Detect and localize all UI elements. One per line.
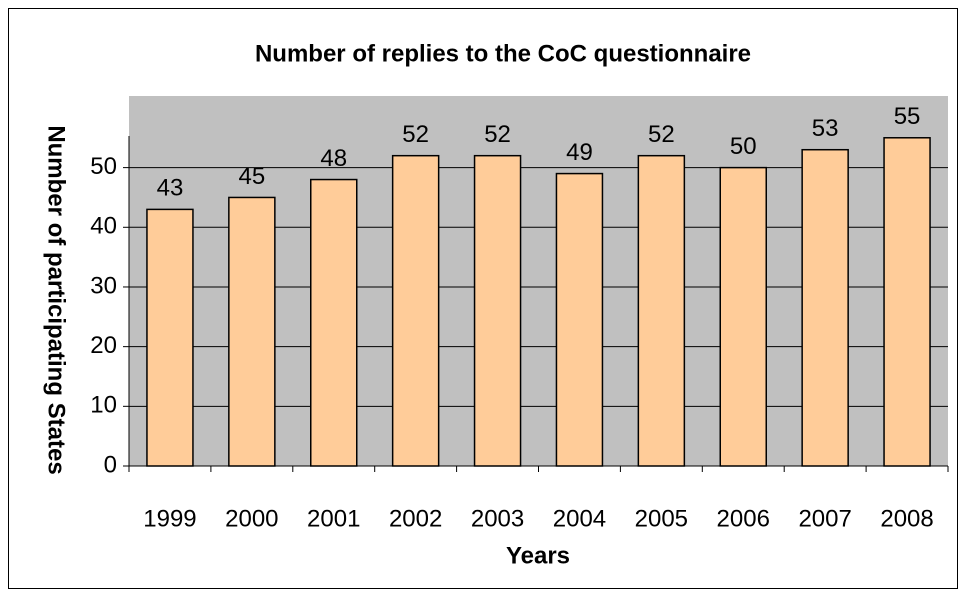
value-label: 53 xyxy=(812,115,839,142)
bar xyxy=(555,172,604,467)
x-tick-label: 2001 xyxy=(307,505,360,532)
x-tick-label: 2003 xyxy=(471,505,524,532)
value-label: 43 xyxy=(157,175,184,202)
x-tick-label: 2005 xyxy=(635,505,688,532)
x-tick-label: 2000 xyxy=(225,505,278,532)
value-label: 52 xyxy=(402,121,429,148)
x-tick-label: 2006 xyxy=(717,505,770,532)
y-axis-title: Number of participating States xyxy=(43,125,70,474)
bar xyxy=(146,208,194,467)
x-tick-label: 2008 xyxy=(880,505,933,532)
y-tick-label: 20 xyxy=(90,332,117,359)
chart-title: Number of replies to the CoC questionnai… xyxy=(255,40,751,67)
y-tick-label: 0 xyxy=(104,451,117,478)
value-label: 45 xyxy=(238,163,265,190)
x-tick-label: 2007 xyxy=(798,505,851,532)
x-axis-title: Years xyxy=(506,542,570,569)
value-label: 55 xyxy=(894,103,921,130)
y-tick-label: 40 xyxy=(90,213,117,240)
x-tick-label: 2002 xyxy=(389,505,442,532)
x-tick-label: 1999 xyxy=(143,505,196,532)
value-label: 49 xyxy=(566,139,593,166)
bar xyxy=(801,148,849,467)
bar xyxy=(473,154,522,467)
value-label: 50 xyxy=(730,133,757,160)
value-label: 52 xyxy=(648,121,675,148)
bar xyxy=(310,178,358,467)
y-tick-label: 10 xyxy=(90,392,117,419)
bar xyxy=(391,154,440,467)
bar xyxy=(883,137,931,467)
value-label: 52 xyxy=(484,121,511,148)
y-tick-label: 50 xyxy=(90,153,117,180)
value-label: 48 xyxy=(320,145,347,172)
bar xyxy=(719,166,767,467)
x-tick-label: 2004 xyxy=(553,505,606,532)
y-tick-label: 30 xyxy=(90,272,117,299)
bar xyxy=(228,196,276,467)
bar xyxy=(637,154,686,467)
